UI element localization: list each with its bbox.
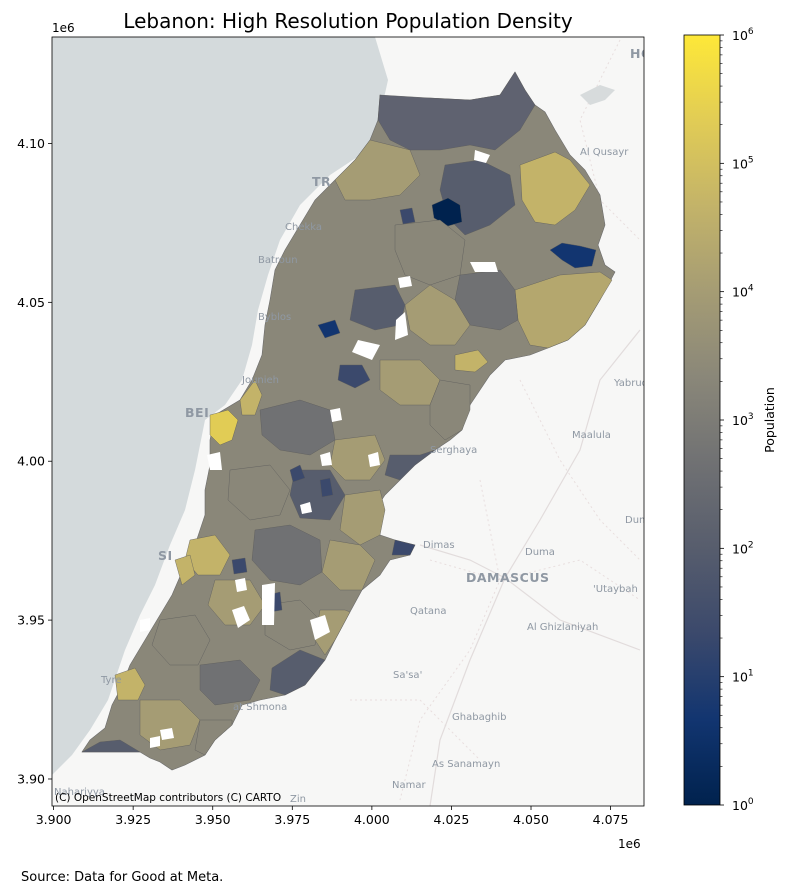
no-data-areas <box>140 150 498 748</box>
colorbar-tick-base: 10 <box>732 798 748 813</box>
map-label-sasa: Sa'sa' <box>393 670 422 681</box>
colorbar-tick-exponent: 1 <box>748 669 754 679</box>
map-label-batroun: Batroun <box>258 255 298 266</box>
map-label-utaybah: 'Utaybah <box>593 584 638 595</box>
x-offset-label: 1e6 <box>618 837 641 851</box>
map-area: TR BEI DAMASCUS Al Qusayr Yabrud Maalula… <box>52 37 652 806</box>
map-label-al-ghizlaniyah: Al Ghizlaniyah <box>527 622 598 633</box>
map-title: Lebanon: High Resolution Population Dens… <box>123 9 573 33</box>
roads <box>350 39 641 801</box>
colorbar-tick-exponent: 6 <box>748 27 754 37</box>
x-tick-label: 4.050 <box>513 812 549 827</box>
colorbar-tick-label: 100 <box>732 797 754 813</box>
map-label-at-shmona: at Shmona <box>233 702 287 713</box>
main-roads <box>419 329 641 806</box>
x-tick-label: 4.000 <box>354 812 390 827</box>
colorbar-tick-base: 10 <box>732 670 748 685</box>
x-tick-label: 3.975 <box>274 812 310 827</box>
map-label-as-sanamayn: As Sanamayn <box>432 759 500 770</box>
map-label-qatana: Qatana <box>410 606 447 617</box>
population-regions <box>81 71 613 756</box>
map-label-yabrud: Yabrud <box>613 378 648 389</box>
colorbar-tick-exponent: 2 <box>748 540 754 550</box>
colorbar-tick-base: 10 <box>732 28 748 43</box>
map-label-serghaya: Serghaya <box>430 445 477 456</box>
x-tick-label: 4.025 <box>434 812 470 827</box>
colorbar <box>683 34 721 806</box>
colorbar-tick-label: 102 <box>732 540 754 556</box>
map-label-maalula: Maalula <box>572 430 611 441</box>
map-label-namar: Namar <box>392 780 426 791</box>
colorbar-tick-label: 104 <box>732 284 754 300</box>
sea <box>52 37 388 775</box>
map-label-byblos: Byblos <box>258 312 291 323</box>
axes-frame <box>51 36 645 807</box>
x-tick-label: 3.950 <box>195 812 231 827</box>
source-note: Source: Data for Good at Meta. <box>21 870 224 885</box>
colorbar-tick-exponent: 5 <box>748 155 754 165</box>
colorbar-tick-base: 10 <box>732 285 748 300</box>
y-offset-label: 1e6 <box>52 21 75 35</box>
map-label-nahariyya: Nahariyya <box>54 787 105 798</box>
x-tick-label: 3.925 <box>115 812 151 827</box>
map-label-duma: Duma <box>525 547 555 558</box>
colorbar-tick-base: 10 <box>732 541 748 556</box>
map-label-tr: TR <box>312 174 331 189</box>
map-attribution: (C) OpenStreetMap contributors (C) CARTO <box>55 792 281 804</box>
colorbar-tick-base: 10 <box>732 156 748 171</box>
x-tick-label: 3.900 <box>36 812 72 827</box>
x-axis-ticks: 3.900 3.925 3.950 3.975 4.000 4.025 4.050 4.075 <box>36 806 629 827</box>
colorbar-tick-exponent: 4 <box>748 284 754 294</box>
map-label-ho: HO <box>630 46 652 61</box>
y-tick-label: 4.05 <box>17 295 45 310</box>
colorbar-tick-label: 101 <box>732 669 754 685</box>
colorbar-tick-label: 103 <box>732 412 754 428</box>
map-label-zin: Zin <box>290 794 306 805</box>
colorbar-tick-exponent: 3 <box>748 412 754 422</box>
map-label-dum: Dum <box>625 515 649 526</box>
basemap-labels: TR BEI DAMASCUS Al Qusayr Yabrud Maalula… <box>54 46 652 805</box>
map-label-ghabaghib: Ghabaghib <box>452 712 507 723</box>
y-tick-label: 3.90 <box>17 771 45 786</box>
x-tick-label: 4.075 <box>593 812 629 827</box>
map-label-jounieh: Jounieh <box>241 375 279 386</box>
colorbar-tick-label: 106 <box>732 27 754 43</box>
map-label-dimas: Dimas <box>423 540 455 551</box>
map-label-chekka: Chekka <box>285 222 322 233</box>
y-tick-label: 4.00 <box>17 454 45 469</box>
colorbar-tick-base: 10 <box>732 413 748 428</box>
map-label-bei: BEI <box>185 405 209 420</box>
map-label-si: SI <box>158 548 173 563</box>
y-axis-ticks: 3.90 3.95 4.00 4.05 4.10 <box>17 136 52 786</box>
y-tick-label: 3.95 <box>17 613 45 628</box>
map-label-al-qusayr: Al Qusayr <box>580 147 629 158</box>
map-label-damascus: DAMASCUS <box>466 570 550 585</box>
y-tick-label: 4.10 <box>17 136 45 151</box>
colorbar-label: Population <box>762 387 777 453</box>
colorbar-tick-label: 105 <box>732 155 754 171</box>
colorbar-tick-exponent: 0 <box>748 797 754 807</box>
lake <box>580 85 615 105</box>
map-label-tyre: Tyre <box>100 675 122 686</box>
